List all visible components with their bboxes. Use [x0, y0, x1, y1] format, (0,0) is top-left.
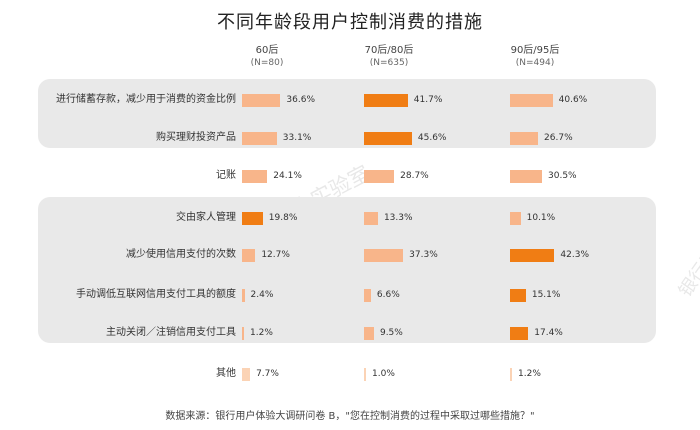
row-group-background [38, 79, 656, 148]
category-label: 手动调低互联网信用支付工具的额度 [76, 289, 236, 300]
bar [364, 289, 371, 302]
bar [242, 132, 277, 145]
category-label: 主动关闭／注销信用支付工具 [106, 327, 236, 338]
bar [364, 94, 408, 107]
bar [364, 249, 404, 262]
bar [510, 94, 553, 107]
series-sample-size: (N=80) [250, 58, 284, 68]
value-label: 6.6% [376, 290, 400, 300]
series-name: 70后/80后 [364, 45, 414, 56]
series-header: 90后/95后 (N=494) [490, 44, 580, 70]
category-label: 购买理财投资产品 [156, 132, 236, 143]
category-label: 进行储蓄存款，减少用于消费的资金比例 [56, 94, 236, 105]
bar [242, 327, 244, 340]
bar [242, 94, 281, 107]
bar [364, 170, 395, 183]
bar [510, 327, 529, 340]
value-label: 1.0% [372, 369, 395, 379]
bar [242, 289, 245, 302]
value-label: 9.5% [379, 328, 403, 338]
data-source-note: 数据来源：银行用户体验大调研问卷 B，"您在控制消费的过程中采取过哪些措施？" [165, 411, 535, 422]
value-label: 1.2% [518, 369, 541, 379]
row-group-background [38, 197, 656, 343]
category-label: 其他 [216, 368, 236, 379]
bar [364, 368, 366, 381]
value-label: 33.1% [282, 133, 312, 143]
series-header: 60后 (N=80) [222, 44, 312, 70]
value-label: 24.1% [273, 171, 302, 181]
chart-title: 不同年龄段用户控制消费的措施 [217, 12, 483, 33]
value-label: 26.7% [544, 133, 573, 143]
value-label: 15.1% [531, 290, 561, 300]
category-label: 记账 [216, 170, 236, 181]
value-label: 40.6% [558, 95, 588, 105]
bar [510, 212, 521, 225]
bar [364, 132, 412, 145]
value-label: 36.6% [286, 95, 316, 105]
value-label: 19.8% [268, 213, 298, 223]
value-label: 42.3% [560, 250, 589, 260]
bar [364, 327, 374, 340]
bar [242, 368, 251, 381]
watermark: 银行用户体验联合实验室 [674, 126, 700, 301]
value-label: 17.4% [534, 328, 563, 338]
bar [242, 249, 256, 262]
value-label: 45.6% [417, 133, 447, 143]
series-name: 90后/95后 [510, 45, 560, 56]
value-label: 41.7% [413, 95, 443, 105]
value-label: 10.1% [526, 213, 556, 223]
bar [242, 212, 263, 225]
value-label: 37.3% [409, 250, 438, 260]
category-label: 减少使用信用支付的次数 [126, 249, 236, 260]
series-header: 70后/80后 (N=635) [344, 44, 434, 70]
category-label: 交由家人管理 [176, 212, 236, 223]
bar [242, 170, 268, 183]
series-sample-size: (N=494) [515, 58, 555, 68]
bar [510, 249, 555, 262]
value-label: 12.7% [261, 250, 290, 260]
bar [510, 132, 539, 145]
value-label: 13.3% [383, 213, 413, 223]
bar [510, 289, 526, 302]
bar [510, 368, 512, 381]
value-label: 7.7% [256, 369, 279, 379]
value-label: 28.7% [400, 171, 429, 181]
bar [510, 170, 543, 183]
series-sample-size: (N=635) [369, 58, 409, 68]
bar [364, 212, 378, 225]
value-label: 2.4% [250, 290, 274, 300]
series-name: 60后 [255, 45, 279, 56]
value-label: 1.2% [250, 328, 273, 338]
value-label: 30.5% [548, 171, 577, 181]
